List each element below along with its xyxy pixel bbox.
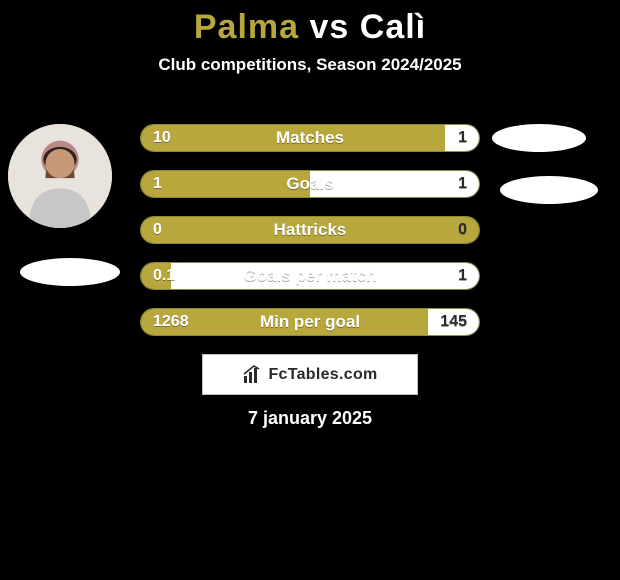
stat-row-left-segment (141, 263, 171, 289)
page-title: Palma vs Calì (0, 0, 620, 47)
brand-text: FcTables.com (268, 366, 377, 384)
player-right-avatar-disc (492, 124, 586, 152)
subtitle: Club competitions, Season 2024/2025 (0, 55, 620, 75)
stat-row: Matches101 (140, 124, 480, 152)
stat-row-left-segment (141, 309, 428, 335)
date: 7 january 2025 (0, 408, 620, 429)
title-left: Palma (194, 8, 299, 46)
stat-row-right-segment (310, 171, 479, 197)
stat-row-right-segment (445, 125, 479, 151)
stat-row: Min per goal1268145 (140, 308, 480, 336)
stat-row-right-segment (428, 309, 479, 335)
player-left-avatar (8, 124, 112, 228)
stat-row-left-segment (141, 217, 479, 243)
avatar-placeholder-icon (8, 124, 112, 228)
title-right: Calì (360, 8, 426, 46)
title-vs: vs (299, 8, 360, 46)
stat-row-left-segment (141, 125, 445, 151)
stat-row: Goals11 (140, 170, 480, 198)
player-left-team-disc (20, 258, 120, 286)
stat-row: Goals per match0.11 (140, 262, 480, 290)
stat-row-right-segment (171, 263, 479, 289)
brand-box[interactable]: FcTables.com (202, 354, 418, 395)
brand-chart-icon (242, 365, 262, 385)
stat-row: Hattricks00 (140, 216, 480, 244)
comparison-bars: Matches101 Goals11 Hattricks00 Goals per ma… (140, 124, 480, 354)
stat-row-left-segment (141, 171, 310, 197)
player-right-team-disc (500, 176, 598, 204)
